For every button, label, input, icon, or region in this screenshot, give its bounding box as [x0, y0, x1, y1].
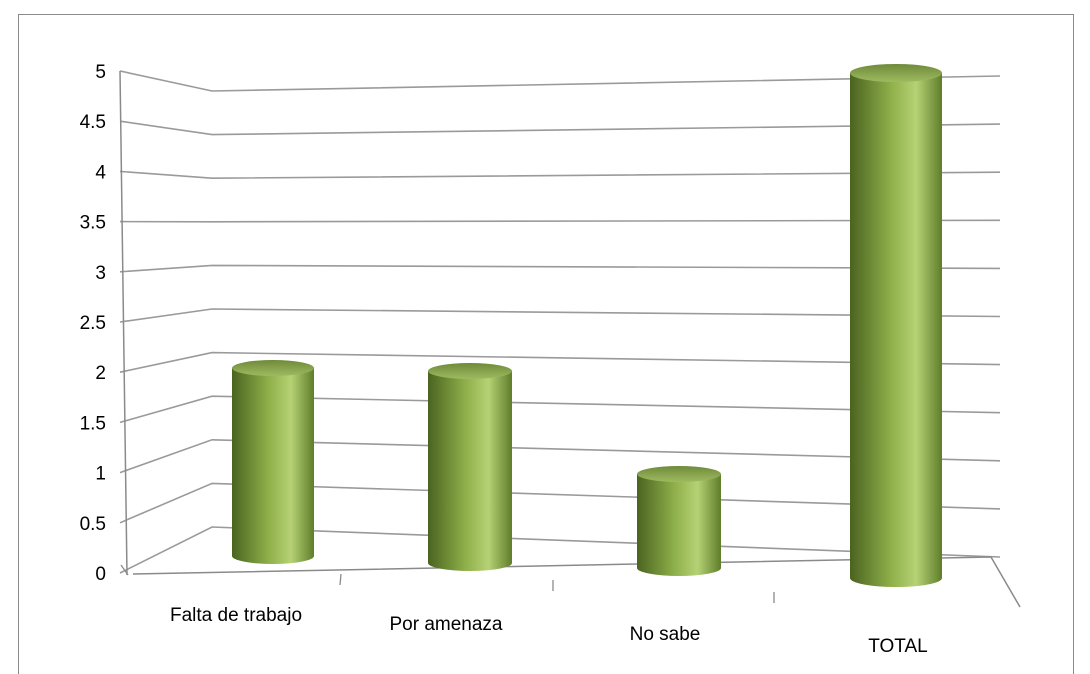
bar-body: [637, 474, 721, 576]
bar-0: [232, 360, 314, 564]
y-tick-label: 3.5: [80, 213, 106, 234]
x-category-label: No sabe: [630, 624, 701, 645]
gridline-8: [119, 170, 1001, 180]
grid-lines: [119, 70, 1001, 574]
x-tick-mark-3: [120, 564, 129, 576]
floor-edge: [132, 556, 1021, 608]
y-tick-label: 0.5: [80, 514, 106, 535]
x-category-label: Por amenaza: [389, 614, 502, 635]
gridline-0: [119, 526, 1001, 574]
x-category-label: TOTAL: [868, 636, 927, 657]
y-axis-line: [119, 70, 128, 576]
gridline-6: [119, 264, 1001, 273]
gridline-5: [119, 308, 1001, 323]
y-tick-label: 4.5: [80, 112, 106, 133]
x-category-label: Falta de trabajo: [170, 605, 302, 626]
bar-3: [850, 64, 942, 587]
gridline-9: [119, 120, 1001, 136]
y-tick-label: 1.5: [80, 413, 106, 434]
gridline-1: [119, 482, 1001, 524]
bar-top-cap: [428, 363, 512, 379]
y-tick-label: 4: [95, 162, 106, 183]
bar-top-cap: [850, 64, 942, 82]
gridline-2: [119, 438, 1001, 474]
y-tick-label: 3: [95, 263, 106, 284]
y-tick-label: 1: [95, 464, 106, 485]
bar-1: [428, 363, 512, 571]
x-tick-mark-0: [339, 573, 342, 586]
bar-body: [850, 73, 942, 587]
y-tick-label: 0: [95, 564, 106, 585]
y-tick-label: 2.5: [80, 313, 106, 334]
gridline-3: [119, 395, 1001, 424]
axes: [119, 70, 1021, 608]
bar-body: [428, 371, 512, 571]
gridline-7: [119, 219, 1001, 223]
bars: [232, 64, 942, 587]
bar-2: [637, 466, 721, 576]
y-tick-label: 2: [95, 363, 106, 384]
bar-body: [232, 368, 314, 564]
gridline-4: [119, 351, 1001, 373]
bar-top-cap: [232, 360, 314, 376]
gridline-10: [119, 70, 1001, 92]
x-category-labels: Falta de trabajo Por amenaza No sabe TOTAL: [170, 605, 928, 657]
bar-top-cap: [637, 466, 721, 482]
y-tick-label: 5: [95, 62, 106, 83]
y-tick-labels: 0 0.5 1 1.5 2 2.5 3 3.5 4 4.5 5: [80, 62, 107, 585]
